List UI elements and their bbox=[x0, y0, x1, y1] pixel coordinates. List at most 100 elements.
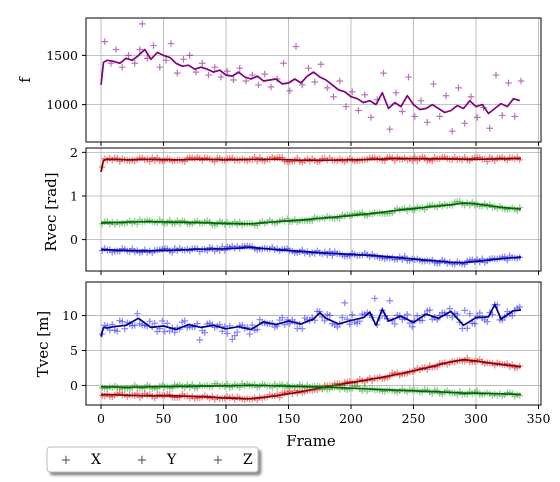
tvec-xtick-label: 150 bbox=[277, 411, 301, 426]
tvec-point-z bbox=[326, 312, 334, 319]
tvec-point-z bbox=[201, 329, 209, 336]
f-panel: f 1000 1500 bbox=[16, 17, 542, 146]
tvec-point-z bbox=[408, 323, 416, 331]
f-point-f bbox=[355, 107, 362, 114]
tvec-point-z bbox=[151, 320, 159, 327]
f-point-f bbox=[386, 125, 394, 133]
f-point-f bbox=[492, 71, 500, 79]
f-point-f bbox=[248, 71, 256, 79]
tvec-ylabel: Tvec [m] bbox=[34, 311, 52, 377]
tvec-plot-area bbox=[98, 295, 524, 404]
tvec-point-z bbox=[133, 310, 141, 317]
tvec-point-z bbox=[321, 317, 329, 325]
f-point-f bbox=[136, 46, 144, 53]
f-point-f bbox=[162, 57, 170, 64]
tvec-line-y bbox=[100, 384, 522, 396]
f-point-f bbox=[317, 60, 325, 68]
f-grid bbox=[86, 18, 541, 142]
f-point-f bbox=[323, 84, 331, 92]
tvec-point-z bbox=[161, 328, 169, 335]
tvec-point-z bbox=[231, 332, 239, 339]
tvec-ticks: 0 50 100 150 200 250 300 350 0 5 10 bbox=[62, 308, 550, 426]
tvec-point-z bbox=[346, 320, 354, 328]
tvec-ytick-label: 10 bbox=[62, 308, 78, 323]
f-point-f bbox=[498, 112, 506, 119]
tvec-point-z bbox=[181, 317, 189, 325]
f-point-f bbox=[311, 78, 319, 86]
tvec-point-z bbox=[218, 328, 226, 335]
tvec-point-z bbox=[158, 317, 166, 325]
f-point-f bbox=[455, 84, 462, 92]
f-point-f bbox=[511, 113, 519, 120]
f-point-f bbox=[186, 52, 194, 59]
legend-entry-z: + Z bbox=[213, 452, 253, 468]
f-point-f bbox=[255, 81, 262, 89]
tvec-point-z bbox=[508, 312, 516, 319]
f-point-f bbox=[361, 91, 369, 99]
f-point-f bbox=[461, 120, 469, 127]
rvec-line-z bbox=[100, 246, 522, 264]
tvec-point-z bbox=[278, 314, 286, 321]
frame-xlabel: Frame bbox=[286, 432, 336, 450]
rvec-ytick-label: 1 bbox=[70, 188, 78, 203]
rvec-axes-frame bbox=[85, 147, 542, 272]
f-point-f bbox=[198, 59, 206, 67]
tvec-point-z bbox=[246, 330, 254, 338]
tvec-point-z bbox=[146, 318, 154, 325]
tvec-point-z bbox=[426, 306, 434, 314]
tvec-xtick-label: 100 bbox=[214, 411, 238, 426]
tvec-series-x bbox=[98, 354, 524, 404]
f-point-f bbox=[280, 59, 287, 67]
f-point-f bbox=[486, 124, 494, 132]
tvec-point-z bbox=[233, 328, 241, 336]
tvec-point-z bbox=[163, 320, 171, 327]
f-point-f bbox=[286, 87, 294, 95]
tvec-point-z bbox=[471, 320, 479, 328]
rvec-line-y bbox=[100, 202, 522, 225]
f-point-f bbox=[267, 83, 275, 91]
f-point-f bbox=[236, 64, 244, 72]
tvec-point-z bbox=[463, 324, 471, 332]
f-point-f bbox=[423, 119, 431, 126]
f-point-f bbox=[342, 103, 350, 110]
tvec-panel: Tvec [m] Frame 0 50 100 150 200 250 300 350 0 5 10 bbox=[34, 281, 550, 450]
f-point-f bbox=[173, 69, 181, 77]
legend-marker-x: + bbox=[61, 453, 72, 468]
tvec-xtick-label: 350 bbox=[527, 411, 551, 426]
legend-label-z: Z bbox=[243, 452, 253, 468]
f-point-f bbox=[392, 89, 400, 97]
tvec-point-z bbox=[418, 317, 426, 324]
tvec-point-z bbox=[338, 314, 346, 321]
f-line-f bbox=[100, 48, 521, 115]
f-axes-frame bbox=[85, 17, 542, 143]
f-point-f bbox=[405, 73, 412, 81]
tvec-series-y bbox=[98, 380, 524, 400]
rvec-panel: Rvec [rad] 0 1 2 bbox=[42, 145, 542, 275]
f-point-f bbox=[138, 20, 146, 28]
tvec-xtick-label: 250 bbox=[402, 411, 426, 426]
tvec-point-z bbox=[348, 311, 356, 319]
tvec-point-z bbox=[341, 299, 349, 307]
tvec-point-z bbox=[448, 313, 456, 321]
f-point-f bbox=[436, 113, 444, 120]
tvec-point-z bbox=[516, 303, 524, 311]
f-point-f bbox=[167, 40, 175, 47]
f-point-f bbox=[348, 88, 356, 96]
tvec-grid bbox=[86, 282, 541, 405]
tvec-xtick-label: 50 bbox=[156, 411, 172, 426]
f-point-f bbox=[101, 38, 109, 45]
tvec-point-z bbox=[121, 325, 129, 333]
legend-marker-y: + bbox=[137, 453, 148, 468]
tvec-point-z bbox=[453, 310, 461, 318]
f-point-f bbox=[261, 70, 269, 78]
legend-entry-x: + X bbox=[61, 452, 101, 468]
tvec-xtick-label: 0 bbox=[97, 411, 105, 426]
f-point-f bbox=[367, 114, 375, 121]
f-point-f bbox=[417, 97, 425, 104]
f-point-f bbox=[118, 63, 126, 71]
tvec-point-z bbox=[446, 305, 454, 312]
legend: + X + Y + Z bbox=[46, 446, 259, 473]
tvec-point-z bbox=[196, 336, 204, 344]
rvec-line-x bbox=[100, 157, 522, 173]
